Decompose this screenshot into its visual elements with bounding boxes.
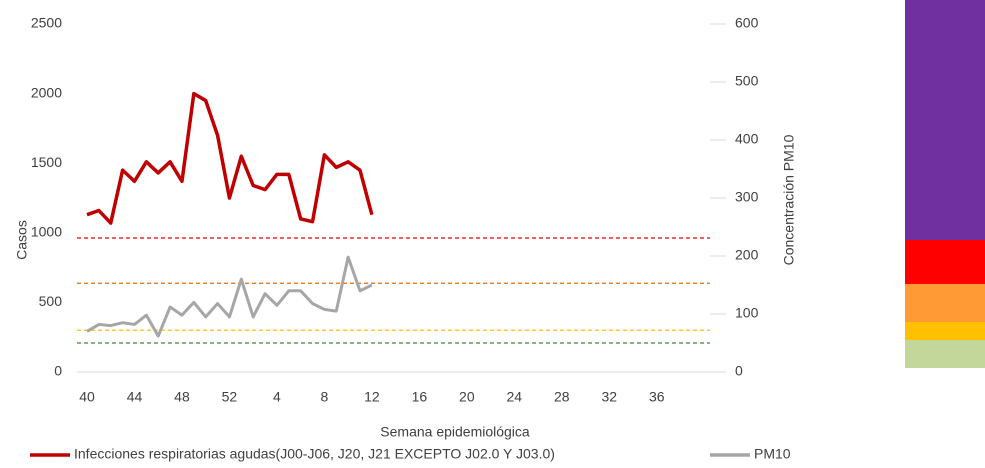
x-tick-label: 28 bbox=[554, 389, 570, 405]
x-tick-label: 48 bbox=[174, 389, 190, 405]
y-tick-label: 2000 bbox=[31, 84, 62, 100]
y-tick-label: 2500 bbox=[31, 15, 62, 31]
x-axis-label: Semana epidemiológica bbox=[380, 424, 530, 440]
y2-tick-label: 400 bbox=[735, 131, 759, 147]
x-tick-label: 32 bbox=[601, 389, 617, 405]
series-line bbox=[86, 91, 374, 225]
x-tick-label: 12 bbox=[364, 389, 380, 405]
y2-tick-label: 600 bbox=[735, 15, 759, 31]
x-tick-label: 8 bbox=[321, 389, 329, 405]
y-tick-label: 0 bbox=[54, 363, 62, 379]
y2-tick-label: 100 bbox=[735, 305, 759, 321]
y-axis-label: Casos bbox=[14, 220, 30, 260]
y2-tick-label: 300 bbox=[735, 189, 759, 205]
x-tick-label: 52 bbox=[222, 389, 238, 405]
x-tick-label: 20 bbox=[459, 389, 475, 405]
x-tick-label: 24 bbox=[507, 389, 523, 405]
scale-band bbox=[905, 284, 985, 322]
scale-band bbox=[905, 0, 985, 240]
y2-tick-label: 0 bbox=[735, 363, 743, 379]
y-tick-label: 1500 bbox=[31, 154, 62, 170]
x-tick-label: 44 bbox=[127, 389, 143, 405]
x-tick-label: 36 bbox=[649, 389, 665, 405]
scale-band bbox=[905, 340, 985, 368]
x-tick-label: 4 bbox=[273, 389, 281, 405]
y-tick-label: 1000 bbox=[31, 224, 62, 240]
series-line bbox=[86, 255, 373, 338]
scale-band bbox=[905, 240, 985, 284]
x-tick-label: 16 bbox=[412, 389, 428, 405]
x-tick-label: 40 bbox=[79, 389, 95, 405]
y2-axis-label: Concentración PM10 bbox=[781, 134, 797, 265]
legend-label: Infecciones respiratorias agudas(J00-J06… bbox=[74, 446, 555, 462]
y-tick-label: 500 bbox=[39, 293, 63, 309]
scale-band bbox=[905, 322, 985, 340]
y2-tick-label: 200 bbox=[735, 247, 759, 263]
y2-tick-label: 500 bbox=[735, 73, 759, 89]
legend-label: PM10 bbox=[754, 446, 791, 462]
